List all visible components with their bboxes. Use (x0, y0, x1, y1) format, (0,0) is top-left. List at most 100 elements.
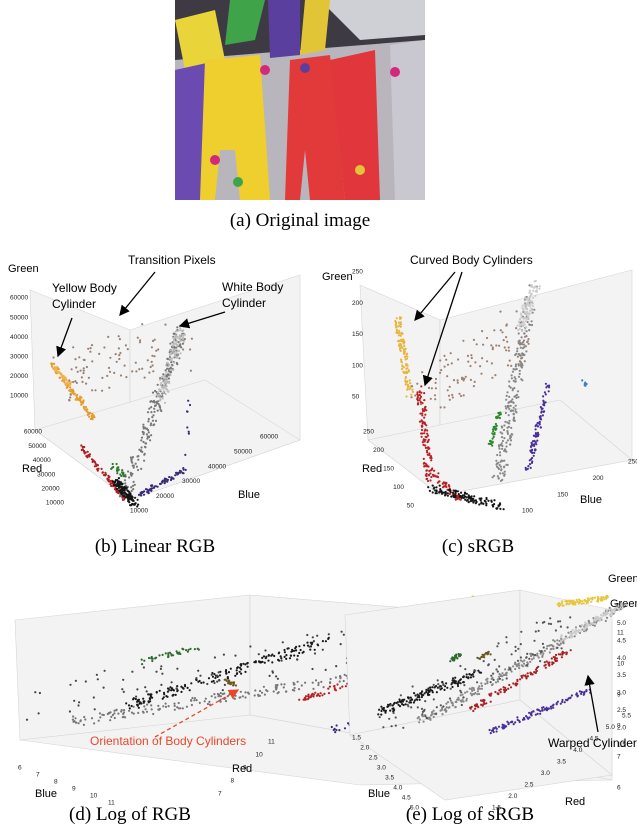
scatter-point (166, 362, 168, 364)
scatter-point (542, 395, 544, 397)
scatter-point (520, 656, 522, 658)
scatter-point (379, 716, 381, 718)
scatter-point (476, 681, 478, 683)
scatter-point (410, 697, 412, 699)
scatter-point (507, 364, 509, 366)
scatter-point (516, 664, 518, 666)
scatter-point (457, 358, 459, 360)
scatter-point (339, 675, 341, 677)
scatter-point (141, 446, 143, 448)
scatter-point (587, 624, 589, 626)
scatter-point (140, 494, 142, 496)
scatter-point (529, 300, 531, 302)
scatter-point (451, 686, 453, 688)
scatter-point (511, 670, 513, 672)
scatter-point (220, 701, 222, 703)
scatter-point (197, 681, 199, 683)
scatter-point (513, 387, 515, 389)
scatter-point (426, 451, 428, 453)
scatter-point (480, 497, 482, 499)
tick-label: 10000 (10, 393, 28, 400)
scatter-point (81, 381, 83, 383)
scatter-point (284, 651, 286, 653)
scatter-point (329, 682, 331, 684)
scatter-point (427, 689, 429, 691)
tick-label: 150 (352, 331, 363, 338)
scatter-point (584, 384, 586, 386)
scatter-point (420, 403, 422, 405)
scatter-point (417, 399, 419, 401)
scatter-point (118, 358, 120, 360)
scatter-point (508, 380, 510, 382)
scatter-point (174, 474, 176, 476)
scatter-point (146, 690, 148, 692)
scatter-point (506, 421, 508, 423)
scatter-point (543, 410, 545, 412)
scatter-point (499, 311, 501, 313)
scatter-point (39, 692, 41, 694)
scatter-point (174, 705, 176, 707)
scatter-point (172, 348, 174, 350)
scatter-point (159, 483, 161, 485)
scatter-point (179, 343, 181, 345)
scatter-point (125, 376, 127, 378)
scatter-point (516, 368, 518, 370)
scatter-point (132, 456, 134, 458)
scatter-point (108, 476, 110, 478)
scatter-point (548, 623, 550, 625)
scatter-point (449, 660, 451, 662)
scatter-point (430, 459, 432, 461)
scatter-point (527, 465, 529, 467)
scatter-point (97, 678, 99, 680)
scatter-point (229, 682, 231, 684)
scatter-point (434, 398, 436, 400)
scatter-point (310, 695, 312, 697)
tick-label: 250 (352, 269, 363, 276)
scatter-point (331, 726, 333, 728)
scatter-point (79, 396, 81, 398)
scatter-point (329, 686, 331, 688)
scatter-point (424, 700, 426, 702)
scatter-point (300, 649, 302, 651)
scatter-point (510, 405, 512, 407)
scatter-point (509, 360, 511, 362)
axis-title: Red (565, 796, 585, 808)
scatter-point (76, 382, 78, 384)
scatter-point (463, 394, 465, 396)
scatter-point (510, 686, 512, 688)
scatter-point (423, 709, 425, 711)
scatter-point (77, 704, 79, 706)
scatter-point (574, 635, 576, 637)
scatter-point (307, 694, 309, 696)
scatter-point (70, 390, 72, 392)
scatter-point (167, 479, 169, 481)
scatter-point (277, 659, 279, 661)
scatter-point (425, 470, 427, 472)
scatter-point (594, 620, 596, 622)
scatter-point (313, 640, 315, 642)
scatter-point (559, 604, 561, 606)
scatter-point (527, 316, 529, 318)
annotation: Cylinder (222, 296, 266, 310)
scatter-point (171, 359, 173, 361)
scatter-point (172, 478, 174, 480)
scatter-point (522, 325, 524, 327)
scatter-point (497, 475, 499, 477)
scatter-point (476, 343, 478, 345)
scatter-point (74, 380, 76, 382)
scatter-point (457, 697, 459, 699)
scatter-point (512, 682, 514, 684)
scatter-point (520, 631, 522, 633)
scatter-point (148, 701, 150, 703)
scatter-point (433, 698, 435, 700)
scatter-point (428, 474, 430, 476)
scatter-point (128, 501, 130, 503)
scatter-point (173, 362, 175, 364)
scatter-point (399, 343, 401, 345)
tick-label: 50 (407, 503, 415, 510)
scatter-point (498, 345, 500, 347)
scatter-point (177, 344, 179, 346)
scatter-point (186, 411, 188, 413)
scatter-point (445, 359, 447, 361)
scatter-point (493, 499, 495, 501)
